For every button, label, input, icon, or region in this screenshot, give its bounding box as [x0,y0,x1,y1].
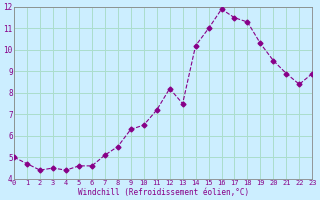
X-axis label: Windchill (Refroidissement éolien,°C): Windchill (Refroidissement éolien,°C) [78,188,249,197]
